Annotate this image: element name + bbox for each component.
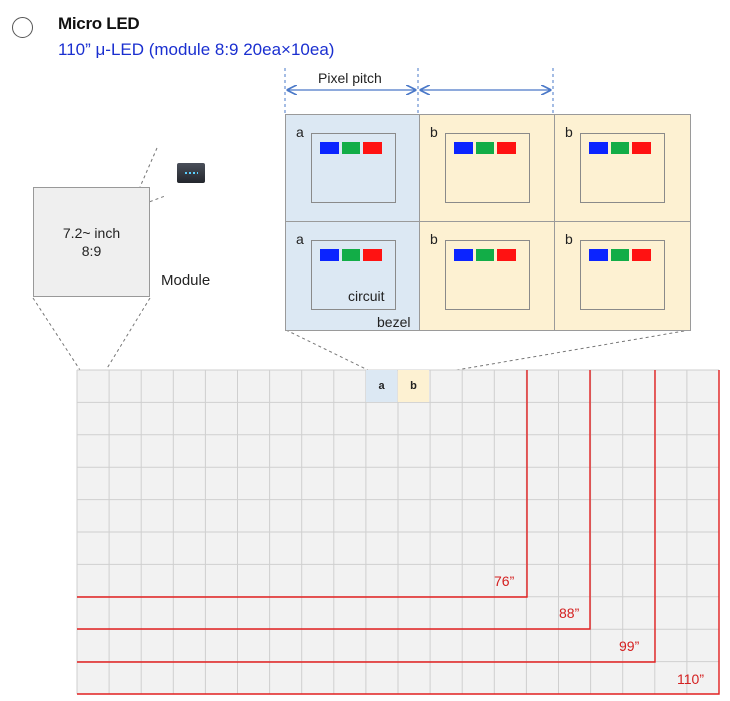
circuit-box bbox=[580, 240, 665, 310]
module-box: 7.2~ inch 8:9 bbox=[33, 187, 150, 297]
green-subpixel bbox=[475, 142, 495, 154]
panel-boundary-2 bbox=[77, 370, 656, 663]
cell-label: a bbox=[296, 124, 304, 140]
size-label-99: 99” bbox=[619, 638, 640, 654]
cell-label: b bbox=[565, 124, 573, 140]
cell-label: b bbox=[565, 231, 573, 247]
blue-subpixel bbox=[454, 249, 473, 261]
panel-boundary-3 bbox=[77, 370, 720, 695]
led-module-device-icon bbox=[177, 163, 205, 183]
module-dashed-line bbox=[105, 297, 151, 371]
rgb-subpixels bbox=[454, 142, 517, 154]
green-subpixel bbox=[610, 142, 630, 154]
red-subpixel bbox=[363, 249, 383, 261]
blue-subpixel bbox=[589, 142, 608, 154]
module-size: 7.2~ inch bbox=[62, 225, 121, 241]
rgb-subpixels bbox=[589, 249, 652, 261]
grid-cell-b: b bbox=[398, 370, 429, 402]
rgb-subpixels bbox=[589, 142, 652, 154]
bullet-circle-icon bbox=[12, 17, 33, 38]
red-subpixel bbox=[497, 142, 517, 154]
pixel-cell-b: b bbox=[554, 114, 691, 222]
red-subpixel bbox=[632, 142, 652, 154]
page-title: Micro LED bbox=[58, 14, 140, 33]
green-subpixel bbox=[610, 249, 630, 261]
green-subpixel bbox=[341, 249, 361, 261]
circuit-box bbox=[580, 133, 665, 203]
page-subtitle: 110” μ-LED (module 8:9 20ea×10ea) bbox=[58, 40, 335, 59]
panel-boundary-0 bbox=[77, 370, 528, 598]
red-subpixel bbox=[497, 249, 517, 261]
rgb-subpixels bbox=[454, 249, 517, 261]
pixel-cell-b: b bbox=[419, 221, 555, 331]
pixel-cell-b: b bbox=[554, 221, 691, 331]
panel-boundary-1 bbox=[77, 370, 591, 630]
size-label-110: 110” bbox=[677, 671, 704, 687]
module-label: Module bbox=[161, 272, 211, 289]
red-subpixel bbox=[632, 249, 652, 261]
red-subpixel bbox=[363, 142, 383, 154]
size-label-76: 76” bbox=[494, 573, 515, 589]
pixel-pitch-label: Pixel pitch bbox=[318, 70, 382, 86]
blue-subpixel bbox=[320, 142, 339, 154]
circuit-box bbox=[445, 133, 530, 203]
circuit-label: circuit bbox=[348, 288, 385, 304]
rgb-subpixels bbox=[320, 249, 383, 261]
green-subpixel bbox=[341, 142, 361, 154]
panel-grid bbox=[76, 369, 720, 695]
circuit-box bbox=[311, 240, 396, 310]
module-dashed-line bbox=[139, 147, 158, 188]
pixel-cell-a: a bbox=[285, 114, 420, 222]
blue-subpixel bbox=[320, 249, 339, 261]
module-dashed-line bbox=[32, 297, 81, 371]
circuit-box bbox=[445, 240, 530, 310]
bezel-label: bezel bbox=[377, 314, 411, 330]
panel-size-lines bbox=[77, 370, 720, 695]
blue-subpixel bbox=[589, 249, 608, 261]
cell-label: b bbox=[430, 124, 438, 140]
size-label-88: 88” bbox=[559, 605, 580, 621]
cell-label: a bbox=[296, 231, 304, 247]
cell-label: b bbox=[430, 231, 438, 247]
circuit-box bbox=[311, 133, 396, 203]
module-ratio: 8:9 bbox=[81, 243, 102, 259]
blue-subpixel bbox=[454, 142, 473, 154]
detail-dashed-line bbox=[285, 329, 373, 373]
green-subpixel bbox=[475, 249, 495, 261]
rgb-subpixels bbox=[320, 142, 383, 154]
grid-cell-a: a bbox=[366, 370, 397, 402]
pixel-cell-b: b bbox=[419, 114, 555, 222]
